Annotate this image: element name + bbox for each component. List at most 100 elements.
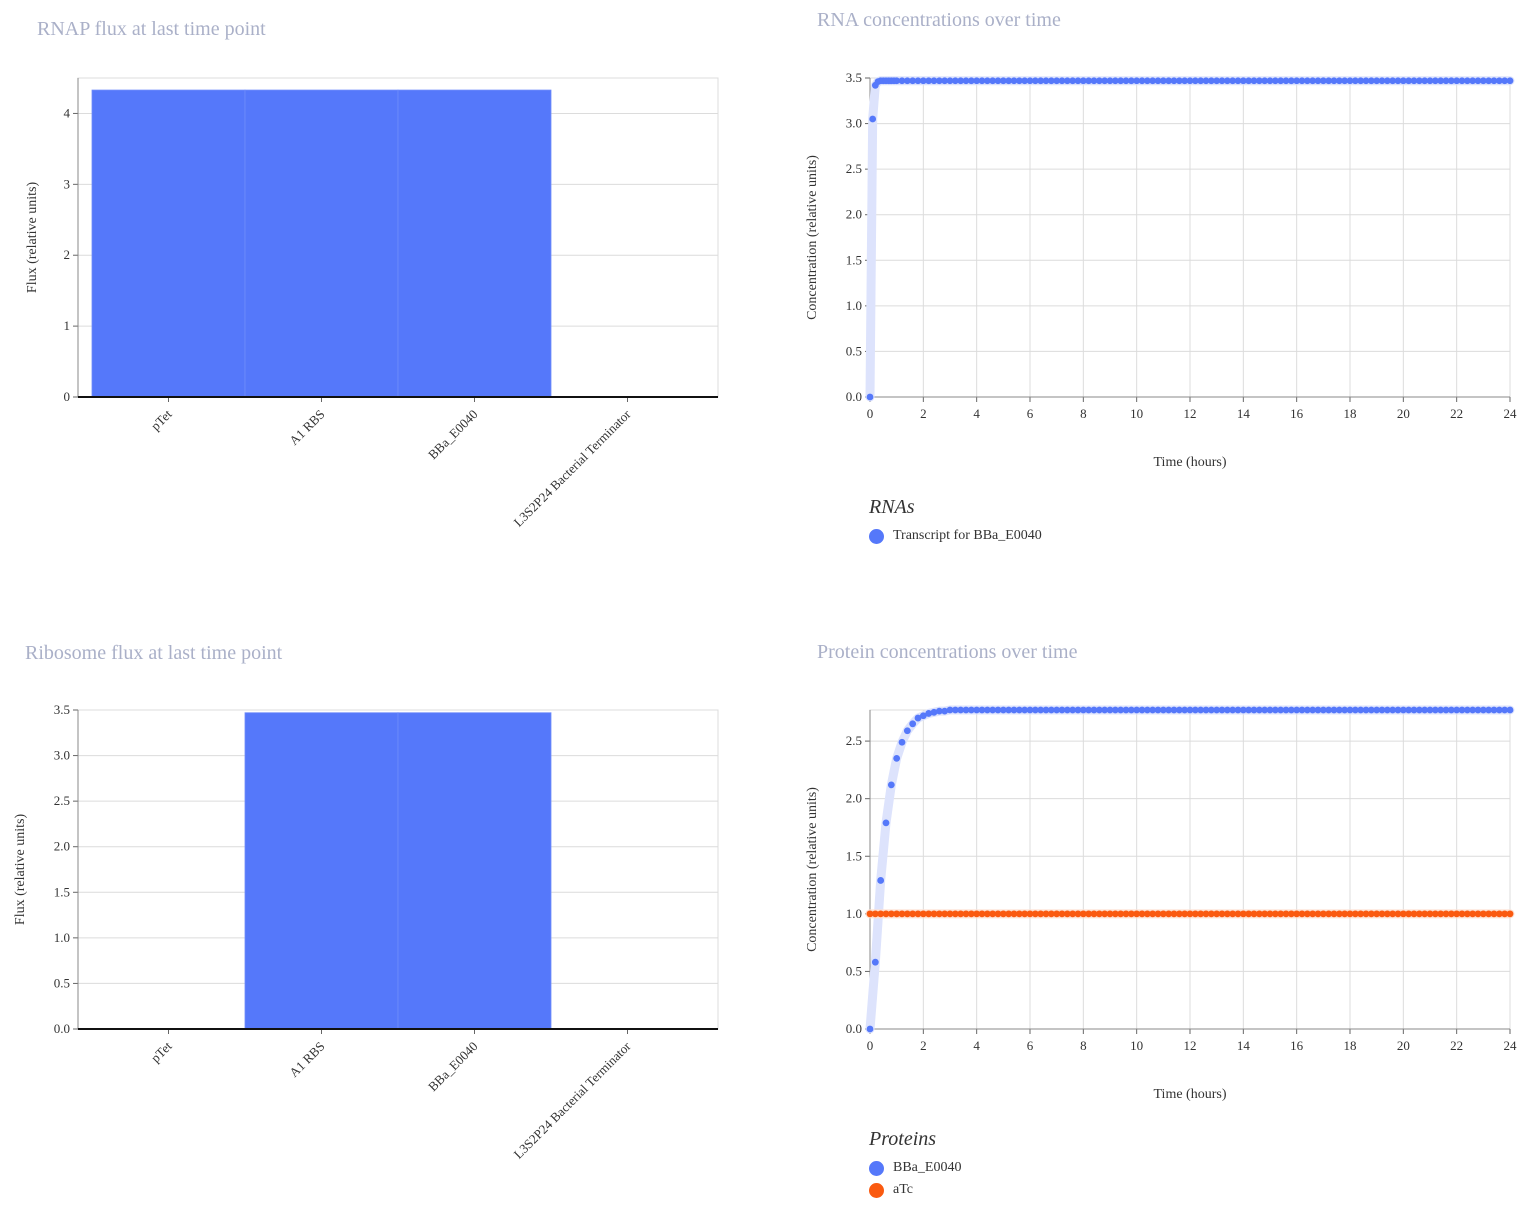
data-point (1207, 706, 1215, 714)
y-tick-label: 3 (64, 176, 71, 191)
bar (244, 89, 399, 398)
x-tick-label: 18 (1344, 406, 1357, 421)
data-point (1149, 77, 1157, 85)
data-point (967, 910, 975, 918)
data-point (994, 910, 1002, 918)
x-tick-label: A1 RBS (286, 1039, 328, 1081)
data-point (1421, 706, 1429, 714)
data-point (1330, 910, 1338, 918)
data-point (1351, 706, 1359, 714)
data-point (930, 77, 938, 85)
data-point (1191, 910, 1199, 918)
data-point (951, 910, 959, 918)
data-point (1202, 910, 1210, 918)
data-point (1122, 706, 1130, 714)
data-point (1431, 910, 1439, 918)
data-point (1405, 706, 1413, 714)
x-tick-label: 12 (1184, 406, 1197, 421)
data-point (1186, 910, 1194, 918)
data-point (871, 958, 879, 966)
data-point (1042, 910, 1050, 918)
data-point (1229, 77, 1237, 85)
data-point (903, 727, 911, 735)
data-point (957, 77, 965, 85)
data-point (1239, 706, 1247, 714)
data-point (1298, 910, 1306, 918)
data-point (1367, 77, 1375, 85)
data-point (1357, 77, 1365, 85)
data-point (1010, 706, 1018, 714)
y-tick-label: 3.0 (846, 116, 862, 131)
data-point (869, 115, 877, 123)
y-tick-label: 2.5 (846, 161, 862, 176)
x-tick-label: 6 (1027, 406, 1034, 421)
data-point (973, 77, 981, 85)
protein-legend-item-atc[interactable]: aTc (869, 1179, 961, 1201)
y-tick-label: 2.0 (846, 207, 862, 222)
data-point (1058, 706, 1066, 714)
data-point (999, 910, 1007, 918)
data-point (1053, 77, 1061, 85)
data-point (1122, 910, 1130, 918)
y-tick-label: 1.5 (54, 884, 70, 899)
data-point (1031, 77, 1039, 85)
x-tick-label: 8 (1080, 1038, 1087, 1053)
data-point (946, 706, 954, 714)
y-axis-title: Concentration (relative units) (805, 787, 820, 952)
data-point (1266, 706, 1274, 714)
data-point (962, 77, 970, 85)
data-point (1005, 77, 1013, 85)
data-point (1234, 706, 1242, 714)
data-point (1218, 77, 1226, 85)
protein-legend-item-bba-e0040[interactable]: BBa_E0040 (869, 1157, 961, 1179)
data-point (919, 910, 927, 918)
data-point (1335, 910, 1343, 918)
data-point (1159, 910, 1167, 918)
data-point (1106, 77, 1114, 85)
data-point (1058, 910, 1066, 918)
data-point (1175, 910, 1183, 918)
y-tick-label: 0.0 (54, 1021, 70, 1036)
x-tick-label: 24 (1504, 406, 1518, 421)
data-point (1207, 77, 1215, 85)
x-tick-label: 4 (973, 1038, 980, 1053)
data-point (1058, 77, 1066, 85)
data-point (1101, 77, 1109, 85)
data-point (1111, 77, 1119, 85)
data-point (1485, 910, 1493, 918)
data-point (1138, 77, 1146, 85)
data-point (1325, 706, 1333, 714)
data-point (866, 1025, 874, 1033)
data-point (1479, 706, 1487, 714)
data-point (1234, 910, 1242, 918)
y-tick-label: 2.0 (846, 791, 862, 806)
protein-concentration-panel: Protein concentrations over time 0.0 0.5 1… (760, 632, 1531, 1208)
x-tick-label: 22 (1450, 1038, 1463, 1053)
data-point (1026, 910, 1034, 918)
data-point (1373, 910, 1381, 918)
data-point (1421, 77, 1429, 85)
y-tick-label: 0 (64, 389, 71, 404)
y-tick-label: 1.5 (846, 848, 862, 863)
data-point (1319, 910, 1327, 918)
data-point (1015, 910, 1023, 918)
data-point (1303, 910, 1311, 918)
data-point (1405, 910, 1413, 918)
legend-dot-icon (869, 1182, 884, 1198)
bar (244, 712, 399, 1030)
data-point (983, 77, 991, 85)
data-point (909, 720, 917, 728)
y-tick-label: 1.0 (846, 298, 862, 313)
data-point (1106, 706, 1114, 714)
data-point (1154, 77, 1162, 85)
protein-legend: Proteins BBa_E0040 aTc (869, 1128, 961, 1201)
data-point (1074, 910, 1082, 918)
protein-legend-label: aTc (893, 1182, 914, 1197)
data-point (1223, 706, 1231, 714)
x-tick-label: 14 (1237, 1038, 1251, 1053)
data-point (967, 706, 975, 714)
protein-legend-label: BBa_E0040 (893, 1160, 962, 1175)
rna-legend-item[interactable]: Transcript for BBa_E0040 (869, 525, 1042, 547)
data-point (1005, 910, 1013, 918)
data-point (1399, 706, 1407, 714)
